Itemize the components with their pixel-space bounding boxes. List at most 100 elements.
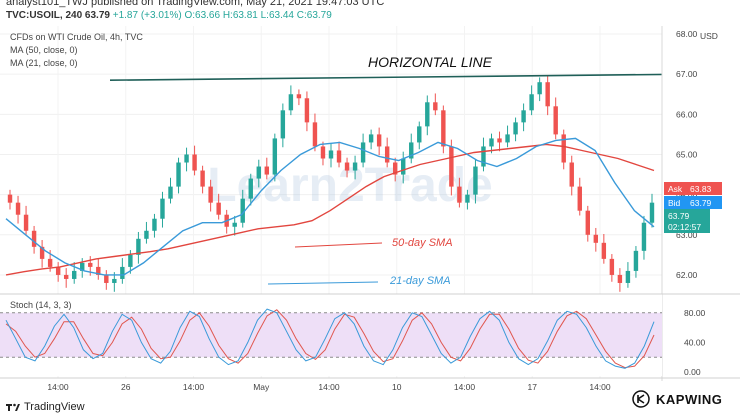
candle-body xyxy=(72,270,77,279)
bid-tag-label: Bid xyxy=(668,198,681,208)
candle-body xyxy=(320,146,326,159)
candle-body xyxy=(208,186,213,203)
price-tick-label: 66.00 xyxy=(676,109,698,119)
candle-body xyxy=(457,186,462,203)
candle-body xyxy=(7,194,13,203)
time-tick-label: 14:00 xyxy=(183,382,205,392)
tradingview-brand: TradingView xyxy=(24,401,85,413)
candle-body xyxy=(232,222,237,227)
price-tick-label: 62.00 xyxy=(676,270,698,280)
symbol: TVC:USOIL, 240 xyxy=(6,10,83,21)
kapwing-badge[interactable]: KAPWING xyxy=(624,386,736,412)
candle-body xyxy=(176,162,181,187)
candle-body xyxy=(409,142,414,159)
last-price-tag-value: 63.79 xyxy=(668,211,690,221)
candle-body xyxy=(296,94,302,99)
stoch-label: Stoch (14, 3, 3) xyxy=(10,300,72,310)
price-tick-label: 63.00 xyxy=(676,230,698,240)
candle-body xyxy=(625,270,631,283)
candle-body xyxy=(441,110,446,147)
last-price-tag xyxy=(664,209,710,233)
candle-body xyxy=(152,218,157,231)
stoch-band xyxy=(0,312,662,358)
candle-body xyxy=(585,210,590,235)
candle-body xyxy=(513,122,518,135)
sma21-label-line xyxy=(267,281,379,285)
candle-body xyxy=(328,150,334,159)
time-tick-label: 14:00 xyxy=(47,382,69,392)
candle-body xyxy=(481,146,486,167)
candle-body xyxy=(80,262,85,271)
price-tags: Ask 63.83 Bid 63.79 63.79 02:12:57 xyxy=(664,182,722,233)
candle-body xyxy=(360,142,366,163)
candle-body xyxy=(433,102,438,111)
stoch-tick-label: 80.00 xyxy=(684,308,706,318)
horizontal-line xyxy=(109,73,689,81)
candle-body xyxy=(553,106,558,135)
countdown-timer: 02:12:57 xyxy=(668,222,701,232)
last-price: 63.79 xyxy=(84,10,110,21)
candle-body xyxy=(168,186,173,199)
candle-body xyxy=(465,194,470,203)
sma21-label: 21-day SMA xyxy=(389,275,451,287)
chart-title: CFDs on WTI Crude Oil, 4h, TVC xyxy=(10,32,143,42)
price-chart[interactable]: Learn2Trade HORIZONTAL LINE 50-day SMA 2… xyxy=(0,26,740,398)
time-tick-label: 26 xyxy=(121,382,131,392)
time-axis-labels: 14:00 26 14:00 May 14:00 10 14:00 17 14:00 xyxy=(47,382,611,392)
candle-body xyxy=(304,98,310,123)
stoch-tick-label: 40.00 xyxy=(684,337,706,347)
candle-body xyxy=(288,94,294,111)
candle-body xyxy=(344,162,350,171)
candle-body xyxy=(200,170,205,187)
stoch-k-line xyxy=(5,308,655,369)
candle-body xyxy=(649,202,655,223)
candle-body xyxy=(272,138,278,175)
candle-body xyxy=(63,274,69,279)
candle-body xyxy=(489,138,494,147)
candle-body xyxy=(521,110,526,123)
candle-body xyxy=(23,214,29,231)
kapwing-label: KAPWING xyxy=(656,392,723,407)
ask-tag xyxy=(664,182,722,195)
kapwing-logo-icon xyxy=(632,390,650,408)
candle-body xyxy=(96,266,101,275)
chart-header: analyst101_TWJ published on TradingView.… xyxy=(0,0,740,26)
legend-ma50: MA (50, close, 0) xyxy=(10,45,78,55)
candle-body xyxy=(593,234,599,243)
ma50-line xyxy=(5,143,655,276)
footer: TradingView xyxy=(0,398,740,416)
candle-body xyxy=(545,82,550,107)
bid-tag xyxy=(664,196,722,209)
candle-body xyxy=(240,198,245,223)
candle-body xyxy=(617,274,623,283)
candle-body xyxy=(425,102,430,127)
candle-body xyxy=(144,230,149,239)
ask-tag-label: Ask xyxy=(668,184,683,194)
candle-body xyxy=(561,134,566,163)
candle-body xyxy=(384,146,390,163)
candle-body xyxy=(601,242,607,259)
candle-body xyxy=(136,238,141,255)
time-tick-label: 17 xyxy=(528,382,538,392)
candle-body xyxy=(537,82,542,95)
candle-body xyxy=(128,254,133,267)
price-tick-label: 67.00 xyxy=(676,69,698,79)
time-tick-label: 14:00 xyxy=(454,382,476,392)
ohlc-values: O:63.66 H:63.81 L:63.44 C:63.79 xyxy=(184,10,332,21)
candle-body xyxy=(641,222,647,251)
candle-body xyxy=(264,166,270,175)
candle-body xyxy=(505,134,510,143)
candle-body xyxy=(401,158,406,175)
candle-body xyxy=(417,126,422,143)
candle-body xyxy=(577,186,582,211)
candle-body xyxy=(256,166,261,179)
candle-body xyxy=(449,146,454,187)
time-tick-label: 10 xyxy=(392,382,402,392)
tradingview-logo-icon xyxy=(6,403,20,411)
candle-body xyxy=(216,202,221,215)
time-tick-label: 14:00 xyxy=(318,382,340,392)
time-tick-label: May xyxy=(253,382,270,392)
candle-body xyxy=(248,178,253,199)
price-change: +1.87 (+3.01%) xyxy=(112,10,182,21)
legend-ma21: MA (21, close, 0) xyxy=(10,58,78,68)
